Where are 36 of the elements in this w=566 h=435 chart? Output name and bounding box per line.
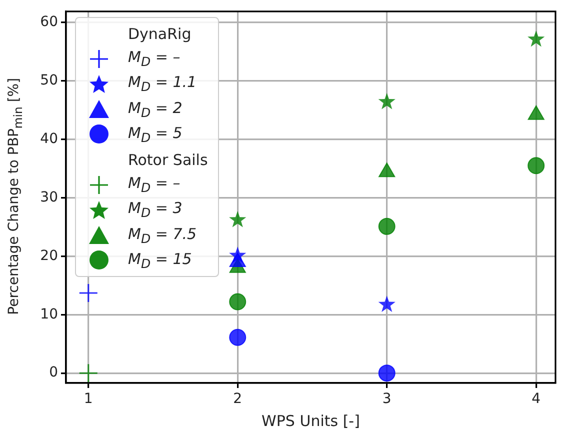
point bbox=[378, 218, 396, 235]
point bbox=[378, 92, 396, 110]
point bbox=[229, 328, 246, 346]
point bbox=[229, 210, 246, 228]
point bbox=[528, 105, 544, 120]
y-tick-label: 50 bbox=[40, 72, 58, 89]
point bbox=[229, 246, 246, 263]
y-tick-label: 10 bbox=[40, 306, 58, 322]
legend-label: M$_{D}$ = 7.5 bbox=[128, 224, 197, 246]
legend-label: M$_{D}$ = – bbox=[128, 48, 180, 70]
x-tick-label: 4 bbox=[532, 391, 541, 408]
y-tick-label: 20 bbox=[40, 248, 58, 264]
y-tick-label: 40 bbox=[40, 130, 58, 147]
legend-label: M$_{D}$ = 3 bbox=[128, 199, 182, 220]
point bbox=[78, 283, 98, 303]
point bbox=[528, 157, 545, 174]
legend-label: M$_{D}$ = – bbox=[128, 174, 180, 196]
y-tick-label: 60 bbox=[40, 14, 58, 30]
point bbox=[229, 293, 246, 310]
x-tick-label: 3 bbox=[382, 391, 392, 408]
y-tick-label: 0 bbox=[49, 364, 58, 381]
point bbox=[378, 364, 396, 382]
x-axis-title: WPS Units [-] bbox=[262, 412, 360, 430]
x-tick-label: 1 bbox=[84, 391, 93, 408]
point bbox=[378, 296, 396, 312]
legend-label: M$_{D}$ = 2 bbox=[128, 98, 182, 120]
text: DynaRig bbox=[128, 24, 192, 43]
x-tick-label: 2 bbox=[233, 391, 242, 408]
legend-label: M$_{D}$ = 5 bbox=[128, 124, 182, 145]
point bbox=[528, 30, 545, 47]
text: Rotor Sails bbox=[128, 150, 208, 169]
point bbox=[78, 363, 98, 383]
point bbox=[378, 162, 396, 178]
legend-label: M$_{D}$ = 1.1 bbox=[128, 73, 197, 94]
y-tick-label: 30 bbox=[40, 189, 58, 206]
legend-label: M$_{D}$ = 15 bbox=[128, 250, 192, 271]
